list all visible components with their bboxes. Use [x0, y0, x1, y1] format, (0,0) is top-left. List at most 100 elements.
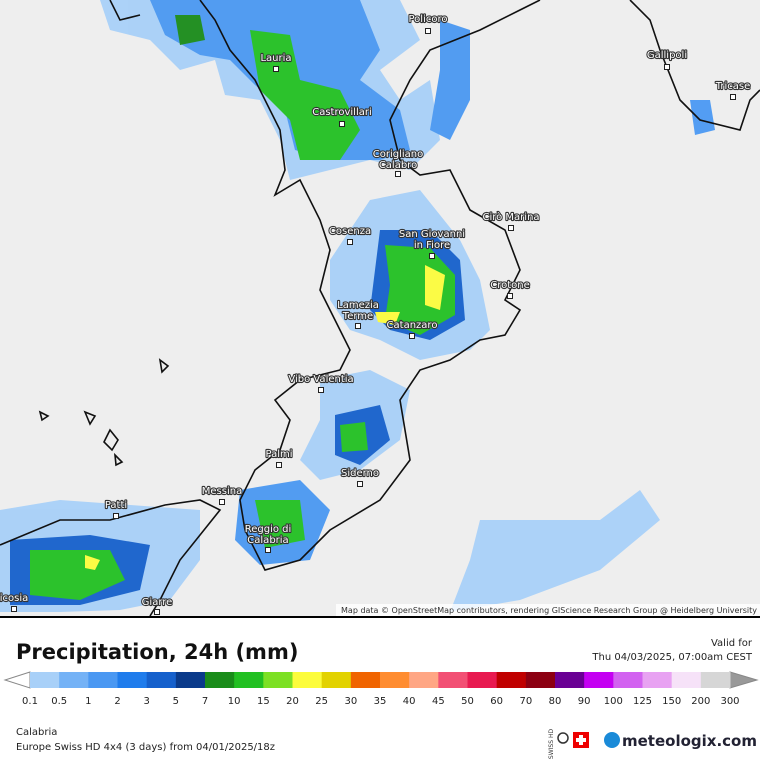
legend-tick-label: 80	[549, 696, 562, 707]
legend-swatch	[496, 672, 527, 688]
city-marker	[273, 66, 279, 72]
legend-swatch	[321, 672, 352, 688]
city-label: Catanzaro	[387, 320, 438, 331]
city-label: Palmi	[265, 449, 292, 460]
legend-tick-label: 70	[519, 696, 532, 707]
city-marker	[339, 121, 345, 127]
city-marker	[113, 513, 119, 519]
legend-tick-label: 125	[633, 696, 652, 707]
city-label: Reggio di	[245, 524, 292, 535]
city-marker	[11, 606, 17, 612]
legend-tick-label: 20	[286, 696, 299, 707]
legend-arrow-left	[3, 671, 31, 689]
city-label: Terme	[342, 311, 373, 322]
valid-time: Thu 04/03/2025, 07:00am CEST	[591, 652, 752, 663]
legend-swatch	[700, 672, 731, 688]
model-info: Europe Swiss HD 4x4 (3 days) from 04/01/…	[16, 742, 275, 753]
legend-tick-label: 1	[85, 696, 91, 707]
legend-tick-label: 200	[691, 696, 710, 707]
city-label: Giarre	[142, 597, 173, 608]
legend-tick-label: 10	[228, 696, 241, 707]
legend-tick-label: 7	[202, 696, 208, 707]
city-label: Cirò Marina	[482, 211, 539, 223]
legend-swatch	[292, 672, 323, 688]
legend-tick-label: 5	[173, 696, 179, 707]
city-marker	[507, 293, 513, 299]
city-marker	[429, 253, 435, 259]
city-marker	[318, 387, 324, 393]
legend-swatch	[467, 672, 498, 688]
legend-swatch	[555, 672, 585, 688]
attribution: Map data © OpenStreetMap contributors, r…	[341, 606, 757, 615]
city-marker	[730, 94, 736, 100]
legend-panel: Precipitation, 24h (mm) Valid for Thu 04…	[0, 616, 760, 760]
precipitation	[0, 0, 715, 612]
city-label: Calabro	[379, 160, 417, 171]
legend-swatch	[30, 672, 60, 688]
city-marker	[276, 462, 282, 468]
legend-tick-label: 150	[662, 696, 681, 707]
city-marker	[154, 609, 160, 615]
city-label: Cosenza	[329, 226, 371, 237]
city-label: Messina	[202, 486, 242, 497]
region: Calabria	[16, 727, 57, 738]
coastline	[0, 0, 760, 616]
legend-swatch	[263, 672, 293, 688]
legend-tick-label: 0.5	[51, 696, 67, 707]
brand: meteologix.com	[622, 732, 757, 750]
legend-swatch	[59, 672, 89, 688]
legend-swatch	[205, 672, 235, 688]
city-label: Gallipoli	[647, 50, 687, 61]
city-marker	[265, 547, 271, 553]
city-label: in Fiore	[414, 240, 450, 251]
legend-tick-label: 25	[315, 696, 328, 707]
legend-tick-label: 60	[490, 696, 503, 707]
legend-tick-label: 30	[344, 696, 357, 707]
city-marker	[357, 481, 363, 487]
city-marker	[219, 499, 225, 505]
map: Policoro Gallipoli Lauria Tricase Castrovill…	[0, 0, 760, 616]
legend-swatch	[584, 672, 614, 688]
city-label: Tricase	[715, 81, 751, 92]
title: Precipitation, 24h (mm)	[16, 640, 298, 664]
legend-tick-label: 300	[720, 696, 739, 707]
legend-swatch	[671, 672, 702, 688]
legend-swatch	[525, 672, 556, 688]
legend-swatch	[88, 672, 118, 688]
legend-swatch	[117, 672, 148, 688]
city-label: Calabria	[247, 535, 288, 546]
city-marker	[409, 333, 415, 339]
legend-swatch	[642, 672, 673, 688]
city-marker	[508, 225, 514, 231]
city-marker	[355, 323, 361, 329]
legend-swatch	[409, 672, 439, 688]
legend-tick-label: 90	[578, 696, 591, 707]
legend-swatch	[175, 672, 206, 688]
attribution-bg	[336, 604, 760, 616]
city-label: Lamezia	[337, 300, 379, 311]
city-marker	[664, 64, 670, 70]
legend-tick-label: 35	[374, 696, 387, 707]
city-layer: Policoro Gallipoli Lauria Tricase Castrovill…	[0, 13, 751, 615]
legend-tick-label: 45	[432, 696, 445, 707]
legend-swatch	[146, 672, 177, 688]
city-label: Crotone	[490, 280, 530, 291]
magnifier-icon	[557, 732, 569, 744]
city-label: Lauria	[260, 53, 291, 64]
legend-tick-label: 2	[114, 696, 120, 707]
city-label: icosia	[0, 593, 28, 604]
legend-swatch	[234, 672, 264, 688]
legend-swatch	[350, 672, 381, 688]
legend-swatch	[613, 672, 643, 688]
legend-tick-label: 50	[461, 696, 474, 707]
brand-logo	[604, 732, 620, 748]
valid-label: Valid for	[711, 638, 753, 649]
color-legend: 0.1 0.5 1 2 3 5 7 10 15 20 25 30 35 40 45 50 60 70 80 90 100…	[3, 671, 759, 707]
swiss-hd-badge: SWISS HD	[548, 729, 555, 760]
city-marker	[395, 171, 401, 177]
city-label: San Giovanni	[399, 229, 465, 240]
legend-tick-label: 15	[257, 696, 270, 707]
legend-swatch	[380, 672, 410, 688]
city-label: Siderno	[341, 468, 379, 479]
